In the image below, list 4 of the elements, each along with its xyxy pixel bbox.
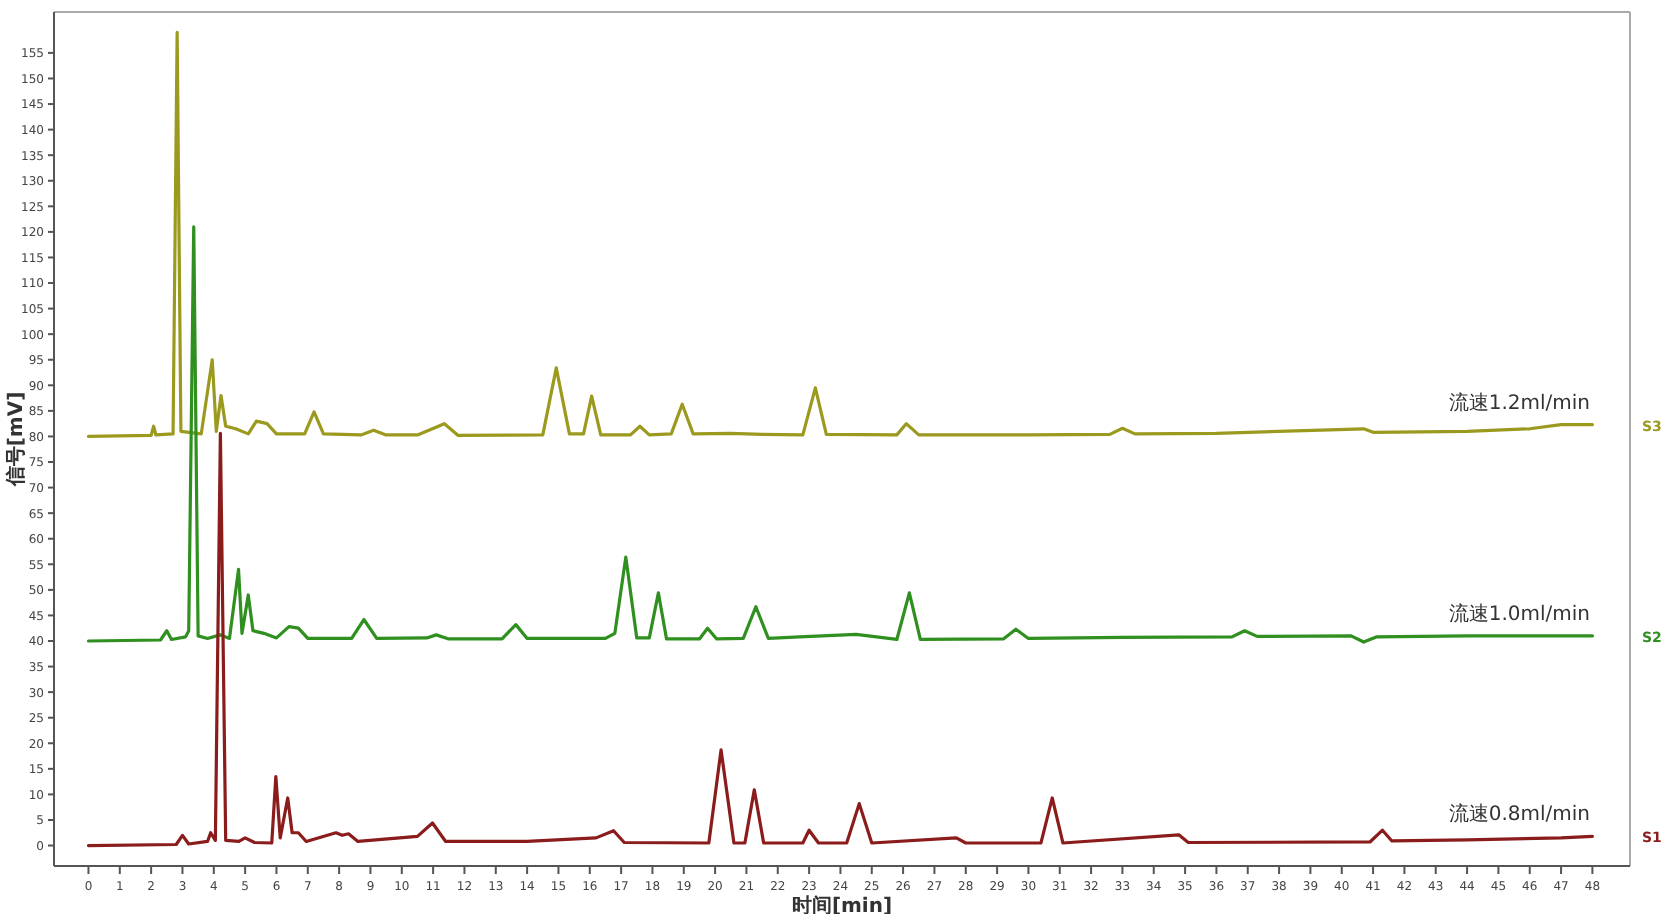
annotation: 流速0.8ml/min (1448, 802, 1590, 827)
annotation: 流速1.0ml/min (1448, 601, 1590, 626)
annotation: 流速1.2ml/min (1448, 390, 1590, 415)
y-axis-title: 信号[mV] (4, 391, 28, 489)
